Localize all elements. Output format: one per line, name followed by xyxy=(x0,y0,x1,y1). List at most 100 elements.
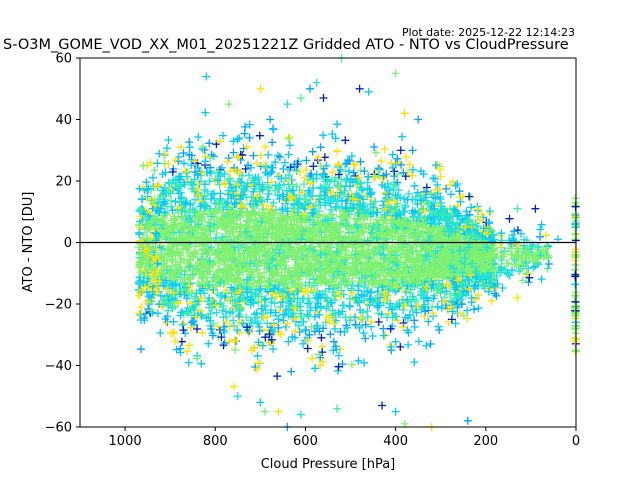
data-point xyxy=(524,264,533,273)
data-point xyxy=(229,316,238,325)
data-point xyxy=(223,198,232,207)
data-point xyxy=(543,264,552,273)
data-point xyxy=(308,192,317,201)
data-point xyxy=(208,286,216,295)
data-point xyxy=(204,339,213,348)
data-point xyxy=(186,299,194,308)
data-point xyxy=(284,337,293,346)
data-point xyxy=(331,192,340,200)
data-point xyxy=(150,166,159,175)
data-point xyxy=(240,129,249,138)
data-point xyxy=(216,196,225,204)
data-point xyxy=(254,298,263,307)
data-point xyxy=(429,294,438,303)
data-point xyxy=(408,146,417,155)
data-point xyxy=(537,275,546,284)
data-point xyxy=(184,358,193,367)
data-point xyxy=(285,141,294,150)
data-point xyxy=(168,167,177,176)
data-point xyxy=(377,310,386,319)
data-point xyxy=(189,317,198,326)
data-point xyxy=(424,317,433,326)
data-point xyxy=(373,303,382,312)
data-point xyxy=(347,360,356,369)
data-point xyxy=(405,160,414,169)
data-point xyxy=(341,136,350,145)
data-point xyxy=(304,312,313,321)
data-point xyxy=(397,160,406,169)
data-point xyxy=(244,171,253,180)
data-point xyxy=(137,345,145,354)
data-point xyxy=(195,190,204,199)
data-point xyxy=(448,307,457,316)
data-point xyxy=(236,221,245,230)
data-point xyxy=(302,166,311,174)
data-point xyxy=(393,154,402,163)
data-point xyxy=(503,270,512,278)
data-point xyxy=(386,324,395,333)
data-point xyxy=(274,151,282,160)
data-point xyxy=(267,298,275,307)
data-point xyxy=(153,309,162,318)
data-point xyxy=(202,314,211,323)
data-point xyxy=(267,335,276,344)
data-point xyxy=(319,131,328,140)
data-point xyxy=(230,337,239,346)
data-point xyxy=(372,148,380,157)
data-point xyxy=(265,330,274,339)
data-point xyxy=(273,191,282,200)
data-point xyxy=(378,181,386,189)
data-point xyxy=(288,332,297,341)
data-point xyxy=(358,203,367,212)
data-point xyxy=(253,351,262,360)
data-point xyxy=(234,152,243,161)
data-point xyxy=(280,310,289,319)
data-point xyxy=(512,260,521,269)
data-point xyxy=(341,313,350,322)
data-point xyxy=(485,207,494,216)
data-point xyxy=(213,166,222,175)
data-point xyxy=(159,197,168,206)
data-point xyxy=(273,372,282,381)
data-point xyxy=(537,220,546,229)
data-point xyxy=(326,330,335,339)
data-point xyxy=(524,278,533,287)
data-point xyxy=(293,256,302,265)
data-point xyxy=(269,345,277,353)
data-point xyxy=(404,340,413,349)
data-point xyxy=(345,294,354,303)
data-point xyxy=(230,163,239,172)
data-point xyxy=(153,159,162,168)
data-point xyxy=(470,305,478,314)
data-point xyxy=(404,189,413,198)
data-point xyxy=(388,150,397,159)
data-point xyxy=(268,294,276,303)
data-point xyxy=(219,341,228,350)
data-point xyxy=(536,232,544,241)
data-point xyxy=(266,115,275,124)
data-point xyxy=(274,172,283,181)
data-point xyxy=(474,304,483,313)
data-point xyxy=(302,325,310,334)
data-point xyxy=(393,316,402,325)
data-point xyxy=(371,197,380,206)
data-point xyxy=(465,192,474,201)
data-point xyxy=(433,180,442,189)
data-point xyxy=(275,153,284,161)
data-point xyxy=(451,319,460,328)
data-point xyxy=(251,314,260,323)
data-point xyxy=(164,136,173,144)
data-point xyxy=(185,341,194,350)
data-point xyxy=(234,312,243,321)
data-point xyxy=(300,204,309,213)
data-point xyxy=(303,344,312,353)
data-point xyxy=(347,205,356,214)
data-point xyxy=(333,366,342,375)
data-point xyxy=(370,143,379,151)
data-point xyxy=(265,184,274,193)
data-point xyxy=(176,143,185,152)
data-point xyxy=(271,245,280,254)
data-point xyxy=(375,165,384,174)
data-point xyxy=(349,159,358,168)
data-point xyxy=(518,276,527,285)
